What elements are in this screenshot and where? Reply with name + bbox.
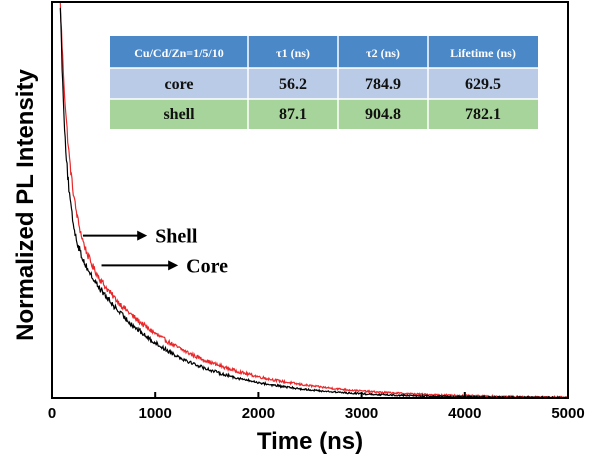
x-tick-label: 5000 <box>551 405 584 422</box>
table-header-cell: τ1 (ns) <box>276 46 310 60</box>
x-axis-tick-labels: 0 1000 2000 3000 4000 5000 <box>48 405 585 422</box>
curve-annotations: Shell Core <box>82 226 228 277</box>
table-cell: 782.1 <box>465 106 501 123</box>
core-arrow-head <box>168 260 179 271</box>
table-header-cell: Lifetime (ns) <box>450 46 516 60</box>
table-cell: 629.5 <box>465 76 501 93</box>
table-row-shell-bg <box>110 99 538 129</box>
table-header-bg <box>110 36 538 68</box>
x-axis-ticks <box>51 392 569 398</box>
x-tick-label: 4000 <box>448 405 481 422</box>
decay-curve-core <box>59 7 569 400</box>
core-annotation-label: Core <box>186 255 228 277</box>
x-axis-title: Time (ns) <box>257 428 363 455</box>
plot-frame <box>51 1 569 399</box>
table-cell: 904.8 <box>365 106 401 123</box>
table-cell: shell <box>163 106 195 123</box>
y-axis-title: Normalized PL Intensity <box>12 69 39 341</box>
table-cell: core <box>164 76 193 93</box>
shell-arrow-head <box>137 230 148 241</box>
x-tick-label: 0 <box>48 405 56 422</box>
x-tick-label: 1000 <box>139 405 172 422</box>
x-tick-label: 2000 <box>242 405 275 422</box>
x-tick-label: 3000 <box>345 405 378 422</box>
shell-annotation-label: Shell <box>155 226 198 248</box>
lifetime-table: Cu/Cd/Zn=1/5/10 τ1 (ns) τ2 (ns) Lifetime… <box>110 36 538 129</box>
decay-curves <box>59 1 569 400</box>
table-cell: 56.2 <box>279 76 307 93</box>
table-header-cell: τ2 (ns) <box>366 46 400 60</box>
table-row-core-bg <box>110 68 538 99</box>
table-header-cell: Cu/Cd/Zn=1/5/10 <box>134 46 224 60</box>
table-cell: 87.1 <box>279 106 307 123</box>
table-cell: 784.9 <box>365 76 401 93</box>
